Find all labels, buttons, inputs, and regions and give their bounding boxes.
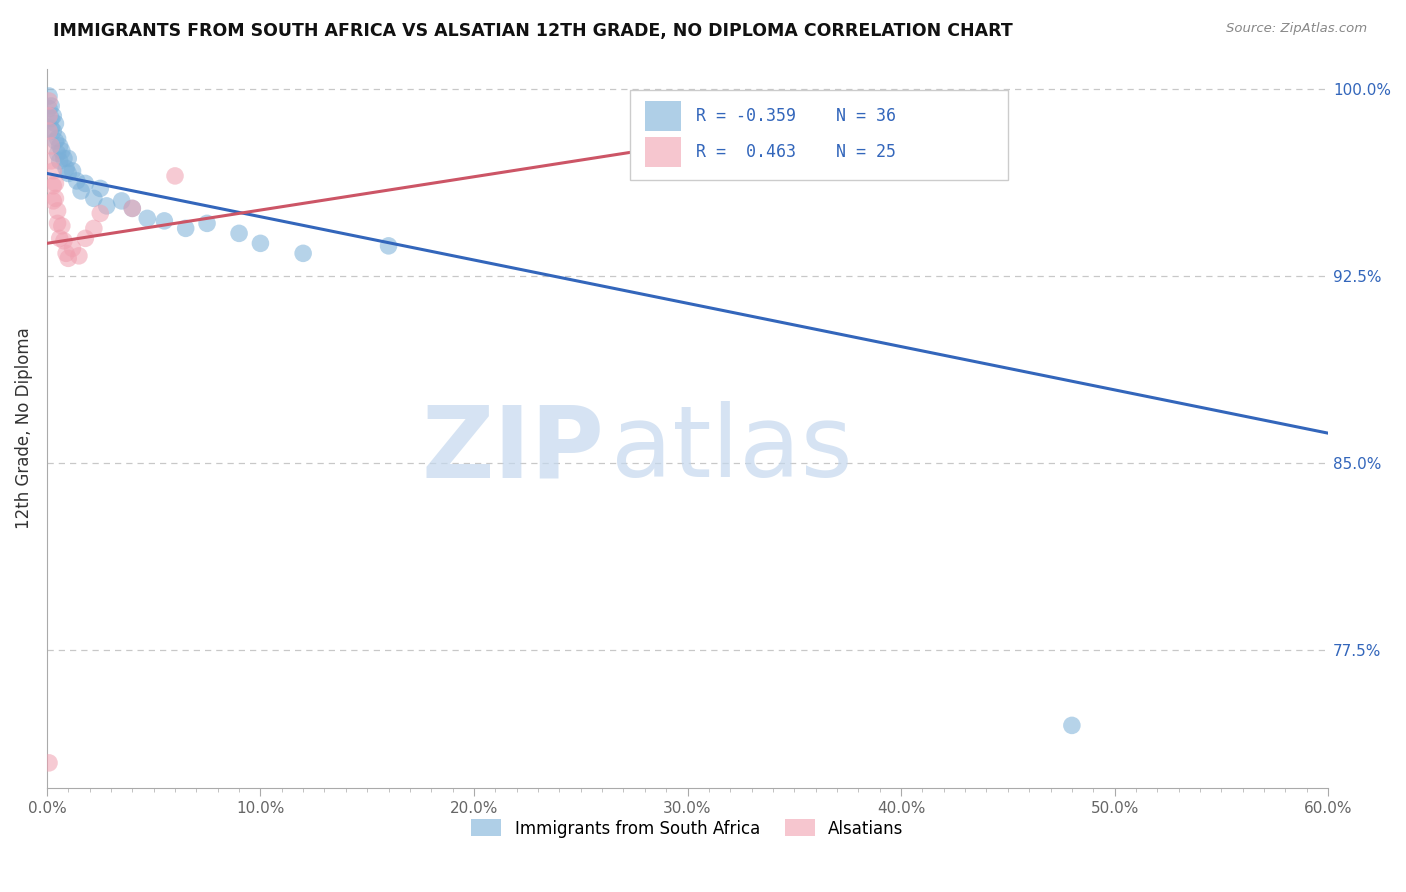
Point <box>44 191 66 205</box>
Point <box>51 144 73 158</box>
Text: ZIP: ZIP <box>422 401 605 499</box>
Point <box>121 202 143 216</box>
Point <box>44 134 66 148</box>
Point <box>38 756 60 770</box>
Point <box>38 124 60 138</box>
Point <box>96 199 118 213</box>
Point <box>55 246 77 260</box>
Bar <box>645 101 681 131</box>
Bar <box>645 136 681 167</box>
Point <box>83 221 105 235</box>
Point <box>75 231 97 245</box>
Point <box>153 214 176 228</box>
Text: R = -0.359    N = 36: R = -0.359 N = 36 <box>696 107 897 125</box>
Point <box>136 211 159 226</box>
Point <box>62 164 84 178</box>
Point <box>42 194 65 208</box>
Point <box>75 177 97 191</box>
Point <box>249 236 271 251</box>
Y-axis label: 12th Grade, No Diploma: 12th Grade, No Diploma <box>15 327 32 529</box>
Point <box>58 252 80 266</box>
Text: Source: ZipAtlas.com: Source: ZipAtlas.com <box>1226 22 1367 36</box>
Point <box>58 166 80 180</box>
Point <box>66 174 89 188</box>
Point <box>228 227 250 241</box>
Point <box>83 191 105 205</box>
Point <box>38 109 60 123</box>
Point <box>163 169 186 183</box>
Point <box>42 164 65 178</box>
Point <box>38 89 60 103</box>
Point <box>39 112 62 126</box>
Point <box>44 116 66 130</box>
Point <box>39 121 62 136</box>
Text: IMMIGRANTS FROM SOUTH AFRICA VS ALSATIAN 12TH GRADE, NO DIPLOMA CORRELATION CHAR: IMMIGRANTS FROM SOUTH AFRICA VS ALSATIAN… <box>53 22 1014 40</box>
Point <box>39 99 62 113</box>
Point <box>377 239 399 253</box>
Point <box>42 109 65 123</box>
Point <box>62 241 84 255</box>
Point <box>39 139 62 153</box>
Point <box>55 161 77 176</box>
Point <box>89 181 111 195</box>
Point <box>48 231 70 245</box>
Point <box>46 131 69 145</box>
Point <box>42 124 65 138</box>
Point <box>38 94 60 108</box>
Point <box>70 184 93 198</box>
Legend: Immigrants from South Africa, Alsatians: Immigrants from South Africa, Alsatians <box>465 813 910 844</box>
Point <box>48 153 70 168</box>
Point <box>46 146 69 161</box>
Point <box>42 178 65 193</box>
Text: R =  0.463    N = 25: R = 0.463 N = 25 <box>696 143 897 161</box>
Point <box>121 202 143 216</box>
Point <box>51 219 73 233</box>
Point <box>58 152 80 166</box>
Point <box>44 177 66 191</box>
Point <box>52 234 75 248</box>
Point <box>38 102 60 116</box>
FancyBboxPatch shape <box>630 90 1008 180</box>
Text: atlas: atlas <box>610 401 852 499</box>
Point <box>46 216 69 230</box>
Point <box>89 206 111 220</box>
Point <box>174 221 197 235</box>
Point <box>1060 718 1083 732</box>
Point <box>195 216 218 230</box>
Point <box>46 203 69 218</box>
Point <box>48 139 70 153</box>
Point <box>292 246 315 260</box>
Point <box>67 249 90 263</box>
Point <box>111 194 134 208</box>
Point <box>52 152 75 166</box>
Point <box>39 153 62 168</box>
